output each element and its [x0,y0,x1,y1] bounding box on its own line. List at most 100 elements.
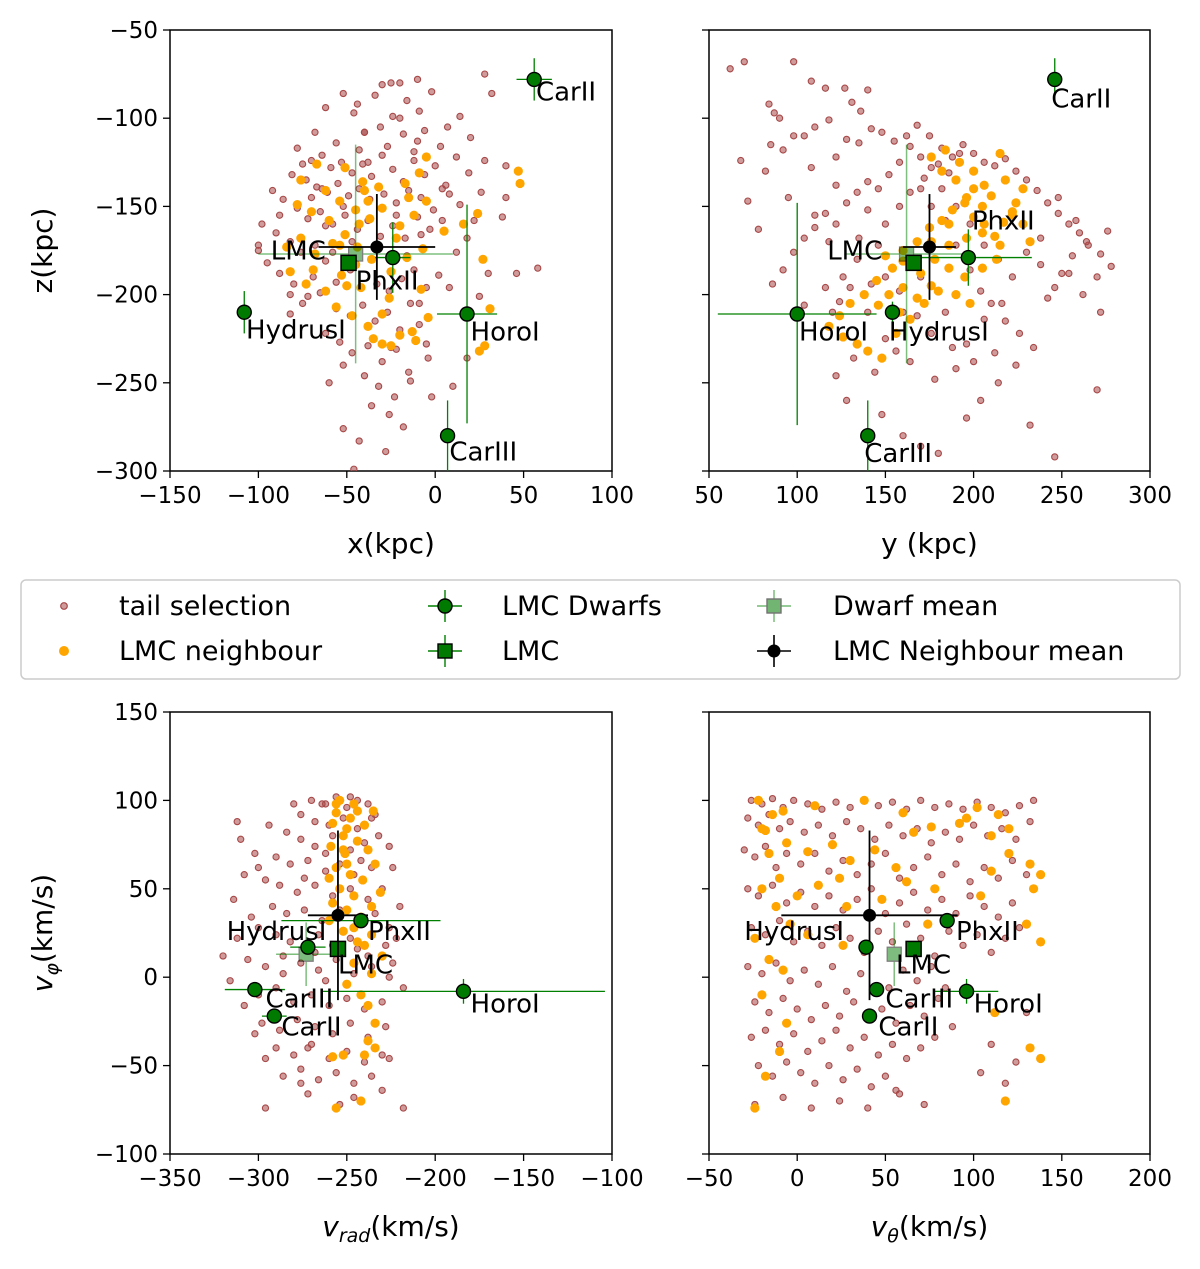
tail-point [767,141,775,149]
neighbour-point [877,353,887,363]
x-tick-label: 50 [871,1166,900,1192]
tail-point [913,977,921,985]
tail-point [899,832,907,840]
tail-point [945,927,953,935]
tail-point [895,874,904,882]
legend-label-dwarfs: LMC Dwarfs [502,591,662,622]
neighbour-point [852,339,862,349]
neighbour-point [326,841,336,851]
x-tick-label: 250 [1040,483,1084,509]
neighbour-point [912,293,922,303]
tail-point [846,803,854,812]
tail-point [445,190,453,198]
neighbour-point [944,240,954,250]
tail-point [786,977,794,985]
tail-point [966,220,974,228]
tail-point [800,234,808,242]
tail-point [502,162,510,170]
tail-point [314,931,323,939]
tail-point [336,338,344,346]
tail-point [304,292,312,301]
tail-point [825,867,833,875]
tail-point [934,449,942,458]
tail-point [864,86,872,94]
tail-point [818,1037,826,1045]
neighbour-point [377,203,387,213]
neighbour-point [898,282,908,293]
tail-point [251,1030,259,1038]
tail-point [744,814,752,822]
neighbour-point [969,184,979,194]
tail-point [297,810,305,819]
tail-point [994,379,1002,387]
tail-point [297,835,305,843]
neighbour-point [803,930,813,940]
tail-point [765,1008,773,1017]
neighbour-point [995,240,1005,250]
tail-point [832,181,840,189]
tail-point [364,952,372,960]
tail-point [790,796,798,805]
tail-point [420,126,429,135]
neighbour-point [352,836,363,846]
dwarf-marker-PhxII [939,912,955,929]
tail-point [1044,294,1052,302]
tail-point [1012,835,1020,843]
tail-point [1075,229,1084,237]
tail-point [1044,199,1052,207]
neighbour-point [370,859,380,869]
tail-point [1054,209,1062,218]
tail-point [948,1023,957,1031]
dwarf-label: LMC [271,236,326,266]
neighbour-point [824,321,834,331]
tail-point [927,329,935,338]
neighbour-point [969,166,979,176]
dwarf-label: HoroI [471,317,540,347]
tail-point [874,802,882,810]
dwarf-marker-HoroI [459,306,475,322]
tail-point [849,998,858,1006]
legend-marker-tail [60,602,68,610]
tail-point [807,77,815,85]
tail-point [350,1093,358,1102]
tail-point [383,142,392,151]
x-tick-label: 100 [775,483,819,509]
tail-point [832,798,840,806]
tail-point [422,340,431,348]
tail-point [821,1001,830,1010]
tail-point [737,156,745,165]
x-axis-label: vθ(km/s) [871,1210,989,1247]
tail-point [835,1012,844,1020]
x-axis-label: vrad(km/s) [322,1210,459,1247]
neighbour-point [782,838,792,848]
tail-point [761,842,770,851]
neighbour-point [827,840,838,850]
tail-point [367,172,376,181]
neighbour-point [1000,1096,1010,1106]
dwarf-label: HydrusI [744,917,844,947]
tail-point [374,382,383,390]
neighbour-point [363,321,373,331]
neighbour-point [1036,937,1046,947]
tail-point [325,379,333,387]
neighbour-point [834,873,845,883]
tail-point [1015,802,1024,810]
tail-point [959,141,967,149]
tail-point [890,137,898,145]
neighbour-point [338,831,348,841]
tail-point [329,832,337,840]
tail-point [272,853,280,861]
neighbour-point [335,884,345,894]
neighbour-point [296,233,306,243]
tail-point [378,1086,386,1095]
tail-point [1096,308,1105,316]
tail-point [364,342,372,350]
tail-point [790,58,798,66]
tail-point [857,107,865,115]
tail-point [758,970,766,978]
tail-point [902,920,911,928]
neighbour-point [1011,198,1021,208]
tail-point [906,142,914,151]
tail-point [346,934,354,942]
tail-point [417,230,425,239]
